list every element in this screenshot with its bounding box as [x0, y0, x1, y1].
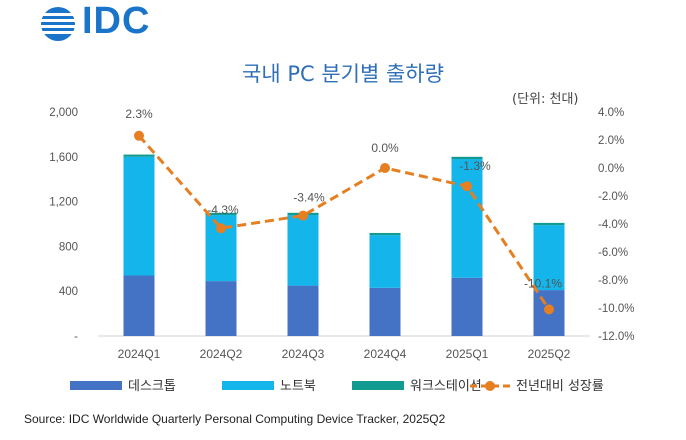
y-right-tick: 4.0% — [598, 107, 624, 119]
idc-logo — [41, 7, 75, 41]
legend-item: 노트북 — [222, 379, 316, 394]
legend-item: 워크스테이션 — [352, 379, 482, 394]
y-right-tick: -8.0% — [598, 275, 628, 287]
legend-label: 전년대비 성장률 — [516, 379, 604, 394]
bar-desktop — [287, 285, 319, 336]
bar-desktop — [369, 287, 401, 336]
x-tick-label: 2025Q2 — [528, 347, 571, 361]
y-left-tick: 400 — [59, 286, 78, 298]
y-left-tick: 2,000 — [49, 107, 78, 119]
legend-swatch — [352, 381, 404, 390]
x-tick-label: 2024Q2 — [200, 347, 243, 361]
x-tick-label: 2024Q1 — [118, 347, 161, 361]
globe-icon — [41, 7, 75, 41]
legend-label: 워크스테이션 — [410, 379, 482, 394]
y-right-tick: -2.0% — [598, 191, 628, 203]
line-layer — [134, 130, 554, 315]
x-tick-label: 2024Q4 — [364, 347, 407, 361]
unit-label: (단위: 천대) — [512, 92, 579, 107]
y-left-tick: 1,600 — [49, 152, 78, 164]
bar-notebook — [287, 215, 319, 286]
growth-data-label: 2.3% — [125, 107, 153, 121]
bar-workstation — [533, 222, 565, 226]
legend-item: 데스크톱 — [70, 379, 176, 394]
axis-layer: - 400 800 1,200 1,600 2,000 -12.0% -10.0% -8.0% -… — [49, 107, 634, 361]
growth-line — [137, 134, 551, 311]
growth-point — [462, 181, 472, 192]
y-right-tick: 0.0% — [598, 163, 624, 175]
bar-workstation — [205, 212, 237, 216]
bar-workstation — [369, 232, 401, 236]
y-right-tick: -12.0% — [598, 331, 634, 343]
legend-label: 노트북 — [280, 379, 316, 394]
legend-swatch — [222, 381, 274, 390]
bar-notebook — [451, 159, 483, 278]
y-left-tick: 1,200 — [49, 197, 78, 209]
legend-item: 전년대비 성장률 — [470, 379, 604, 394]
growth-data-label: -1.3% — [459, 159, 491, 173]
bar-desktop — [123, 275, 155, 336]
legend-swatch — [70, 381, 122, 390]
legend: 데스크톱 노트북 워크스테이션 전년대비 성장률 — [70, 379, 604, 394]
label-layer: 2.3% -4.3% -3.4% 0.0% -1.3% -10.1% — [125, 107, 562, 291]
bar-desktop — [205, 281, 237, 336]
growth-point — [134, 130, 144, 141]
growth-point — [216, 223, 226, 234]
logo-text: IDC — [82, 0, 151, 42]
source-note: Source: IDC Worldwide Quarterly Personal… — [24, 412, 446, 426]
growth-point — [298, 210, 308, 221]
chart-title: 국내 PC 분기별 출하량 — [242, 62, 444, 86]
x-tick-label: 2024Q3 — [282, 347, 325, 361]
legend-label: 데스크톱 — [128, 379, 176, 394]
bar-notebook — [123, 156, 155, 276]
growth-data-label: -4.3% — [207, 203, 239, 217]
x-tick-label: 2025Q1 — [446, 347, 489, 361]
bar-notebook — [369, 235, 401, 288]
y-right-tick: -6.0% — [598, 247, 628, 259]
growth-data-label: 0.0% — [371, 141, 399, 155]
y-left-tick: 800 — [59, 241, 78, 253]
bar-workstation — [123, 154, 155, 157]
y-right-tick: -4.0% — [598, 219, 628, 231]
bar-workstation — [451, 156, 483, 160]
growth-data-label: -10.1% — [524, 276, 562, 290]
growth-point — [380, 163, 390, 173]
y-left-tick: - — [74, 331, 78, 343]
growth-data-label: -3.4% — [293, 191, 325, 205]
growth-point — [544, 304, 554, 315]
y-right-tick: 2.0% — [598, 135, 624, 147]
bar-desktop — [451, 277, 483, 336]
legend-marker — [485, 381, 495, 391]
bar-layer — [123, 154, 565, 336]
bar-notebook — [533, 225, 565, 291]
y-right-tick: -10.0% — [598, 303, 634, 315]
